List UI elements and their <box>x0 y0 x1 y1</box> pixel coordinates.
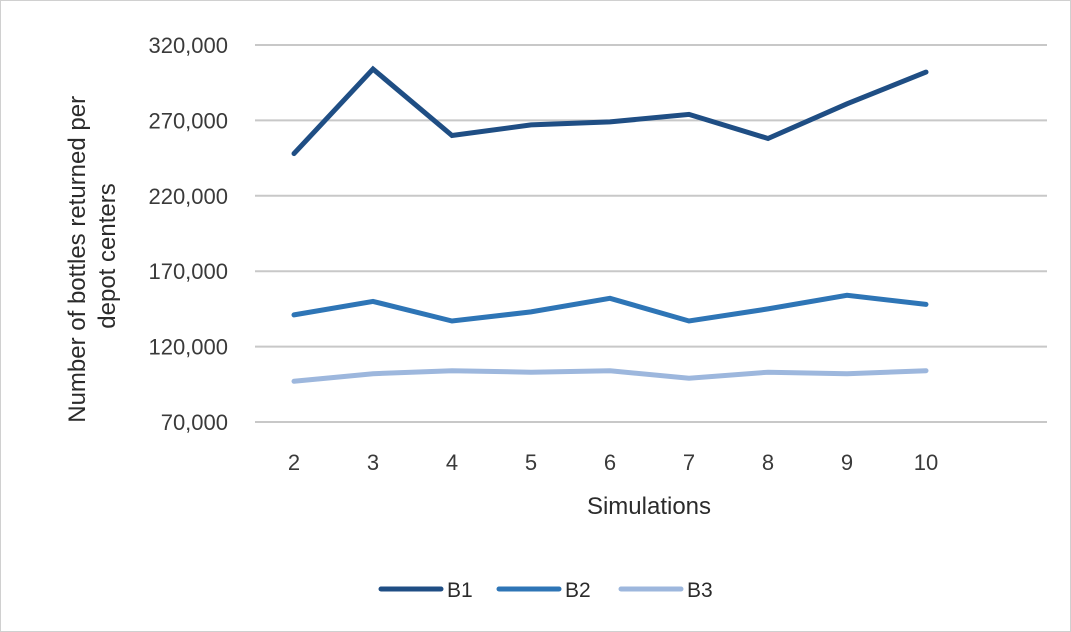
series-lines <box>291 65 929 384</box>
series-line-b3 <box>291 368 929 384</box>
x-tick-label: 9 <box>841 450 853 475</box>
y-tick-label: 170,000 <box>148 259 228 284</box>
series-line-b1 <box>291 65 929 157</box>
x-tick-label: 3 <box>367 450 379 475</box>
y-axis-title-line-2: depot centers <box>94 183 121 328</box>
x-axis-title: Simulations <box>587 493 711 520</box>
x-tick-label: 8 <box>762 450 774 475</box>
x-tick-label: 7 <box>683 450 695 475</box>
y-tick-label: 70,000 <box>161 410 228 435</box>
y-axis-title: Number of bottles returned per depot cen… <box>64 89 121 423</box>
legend: B1 B2 B3 <box>378 579 713 602</box>
legend-label-b3: B3 <box>687 579 713 602</box>
x-axis-ticks: 2 3 4 5 6 7 8 9 10 <box>288 450 938 475</box>
x-tick-label: 10 <box>914 450 938 475</box>
x-tick-label: 5 <box>525 450 537 475</box>
y-tick-label: 220,000 <box>148 184 228 209</box>
x-tick-label: 2 <box>288 450 300 475</box>
legend-label-b1: B1 <box>447 579 473 602</box>
y-axis-title-line-1: Number of bottles returned per <box>64 96 91 423</box>
y-tick-label: 320,000 <box>148 33 228 58</box>
y-tick-label: 120,000 <box>148 335 228 360</box>
y-axis-ticks: 70,000 120,000 170,000 220,000 270,000 320,00… <box>148 33 228 435</box>
series-line-b2 <box>291 292 929 324</box>
legend-label-b2: B2 <box>565 579 591 602</box>
x-tick-label: 6 <box>604 450 616 475</box>
y-tick-label: 270,000 <box>148 108 228 133</box>
x-tick-label: 4 <box>446 450 458 475</box>
gridlines <box>255 44 1047 423</box>
